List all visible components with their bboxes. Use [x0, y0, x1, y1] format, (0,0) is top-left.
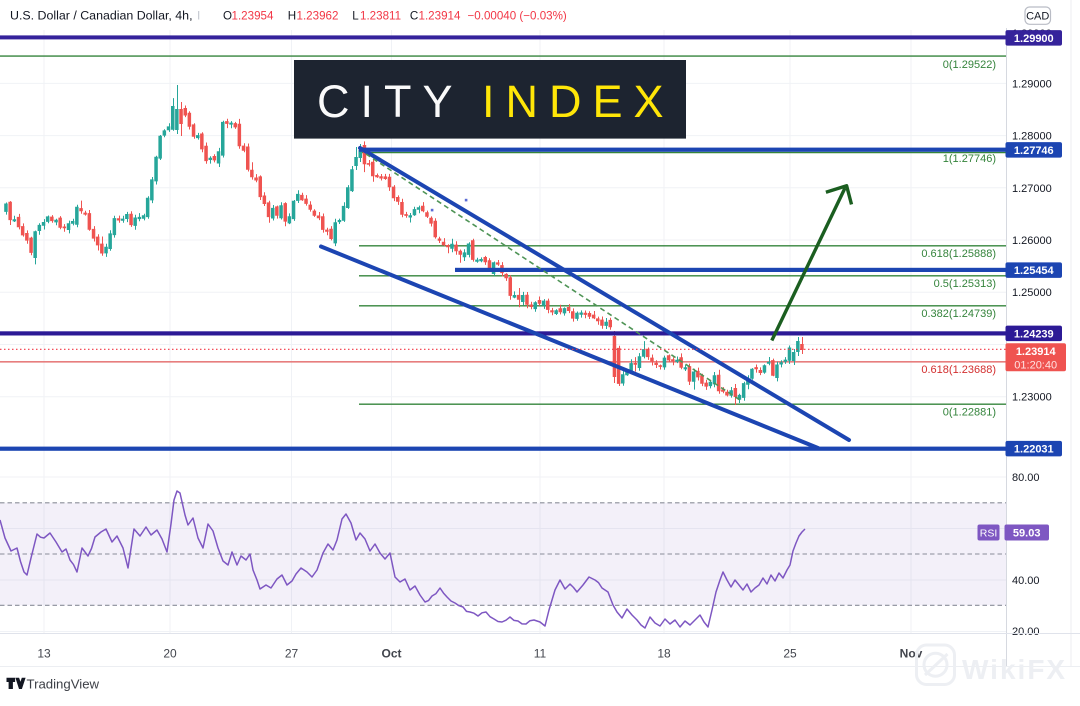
svg-text:25: 25 [783, 647, 797, 661]
svg-text:1.25000: 1.25000 [1012, 287, 1052, 299]
svg-text:01:20:40: 01:20:40 [1014, 360, 1057, 372]
svg-text:80.00: 80.00 [1012, 472, 1040, 484]
svg-text:0.5(1.25313): 0.5(1.25313) [934, 278, 996, 290]
svg-text:1.26000: 1.26000 [1012, 235, 1052, 247]
svg-text:59.03: 59.03 [1013, 528, 1041, 540]
svg-text:RSI: RSI [980, 528, 998, 540]
svg-text:40.00: 40.00 [1012, 575, 1040, 587]
svg-text:1.23914: 1.23914 [419, 10, 461, 23]
svg-text:27: 27 [285, 647, 299, 661]
svg-text:11: 11 [534, 647, 547, 661]
svg-text:TradingView: TradingView [27, 677, 100, 692]
svg-text:I: I [197, 9, 200, 23]
svg-text:−0.00040 (−0.03%): −0.00040 (−0.03%) [468, 10, 567, 23]
svg-text:0.382(1.24739): 0.382(1.24739) [921, 308, 996, 320]
svg-text:1.28000: 1.28000 [1012, 131, 1052, 143]
svg-text:20.00: 20.00 [1012, 626, 1040, 638]
svg-text:1(1.27746): 1(1.27746) [943, 153, 996, 165]
svg-text:1.23914: 1.23914 [1016, 346, 1057, 358]
svg-text:INDEX: INDEX [482, 76, 675, 127]
svg-text:0(1.29522): 0(1.29522) [943, 59, 996, 71]
svg-text:1.29900: 1.29900 [1014, 33, 1054, 45]
svg-text:1.22031: 1.22031 [1014, 444, 1054, 456]
svg-text:0.618(1.23688): 0.618(1.23688) [921, 364, 996, 376]
svg-text:0(1.22881): 0(1.22881) [943, 406, 996, 418]
svg-text:1.25454: 1.25454 [1014, 265, 1055, 277]
svg-text:U.S. Dollar / Canadian Dollar,: U.S. Dollar / Canadian Dollar, 4h, [10, 9, 193, 23]
svg-text:1.24239: 1.24239 [1014, 328, 1054, 340]
svg-text:1.23000: 1.23000 [1012, 392, 1052, 404]
svg-text:1.23962: 1.23962 [297, 10, 339, 23]
svg-text:18: 18 [657, 647, 671, 661]
svg-text:1.27746: 1.27746 [1014, 145, 1054, 157]
svg-text:O: O [223, 10, 232, 23]
svg-text:CITY: CITY [317, 76, 464, 127]
svg-text:Oct: Oct [381, 647, 401, 661]
svg-text:1.23811: 1.23811 [360, 10, 401, 23]
svg-text:CAD: CAD [1026, 11, 1049, 23]
svg-text:1.23954: 1.23954 [232, 10, 274, 23]
svg-text:1.27000: 1.27000 [1012, 183, 1052, 195]
svg-text:H: H [288, 10, 296, 23]
svg-text:20: 20 [163, 647, 177, 661]
svg-text:13: 13 [37, 647, 51, 661]
svg-text:WikiFX: WikiFX [962, 654, 1067, 685]
svg-text:1.29000: 1.29000 [1012, 78, 1052, 90]
svg-text:0.618(1.25888): 0.618(1.25888) [921, 248, 996, 260]
svg-text:C: C [410, 10, 418, 23]
svg-text:L: L [352, 10, 359, 23]
